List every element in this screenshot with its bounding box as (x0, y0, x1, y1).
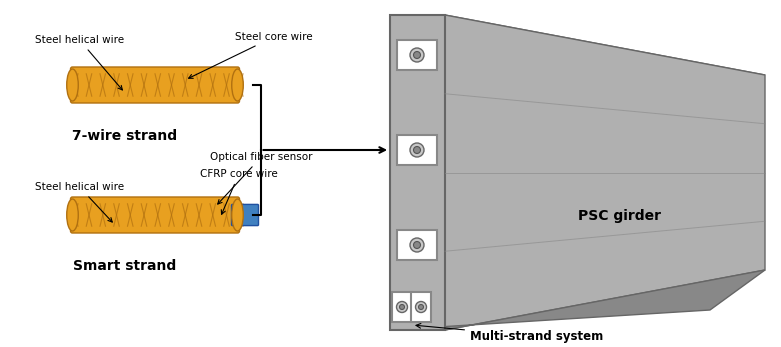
Text: PSC girder: PSC girder (579, 209, 662, 223)
Circle shape (410, 238, 424, 252)
Circle shape (415, 302, 426, 313)
FancyBboxPatch shape (397, 40, 437, 70)
Polygon shape (390, 15, 445, 330)
FancyBboxPatch shape (392, 292, 412, 322)
Text: Steel helical wire: Steel helical wire (35, 35, 124, 90)
Text: Optical fiber sensor: Optical fiber sensor (210, 152, 312, 204)
Text: CFRP core wire: CFRP core wire (200, 169, 278, 214)
FancyBboxPatch shape (397, 230, 437, 260)
FancyBboxPatch shape (73, 209, 237, 221)
FancyBboxPatch shape (70, 67, 240, 103)
Polygon shape (445, 15, 765, 330)
Text: Smart strand: Smart strand (73, 259, 177, 273)
Circle shape (410, 143, 424, 157)
Ellipse shape (232, 69, 243, 101)
Text: Multi-strand system: Multi-strand system (416, 323, 603, 343)
Circle shape (413, 242, 420, 248)
Circle shape (410, 48, 424, 62)
Circle shape (419, 305, 423, 310)
FancyBboxPatch shape (411, 292, 431, 322)
Text: 7-wire strand: 7-wire strand (73, 129, 177, 143)
Polygon shape (390, 270, 765, 330)
Circle shape (413, 146, 420, 153)
Polygon shape (390, 15, 765, 75)
Ellipse shape (66, 69, 78, 101)
Ellipse shape (66, 199, 78, 231)
Circle shape (413, 51, 420, 59)
Text: Steel helical wire: Steel helical wire (35, 182, 124, 222)
FancyBboxPatch shape (70, 197, 240, 233)
Ellipse shape (232, 199, 243, 231)
Circle shape (397, 302, 408, 313)
FancyBboxPatch shape (231, 204, 259, 226)
Circle shape (400, 305, 405, 310)
Text: Steel core wire: Steel core wire (189, 32, 312, 78)
FancyBboxPatch shape (397, 135, 437, 165)
FancyBboxPatch shape (73, 79, 237, 91)
